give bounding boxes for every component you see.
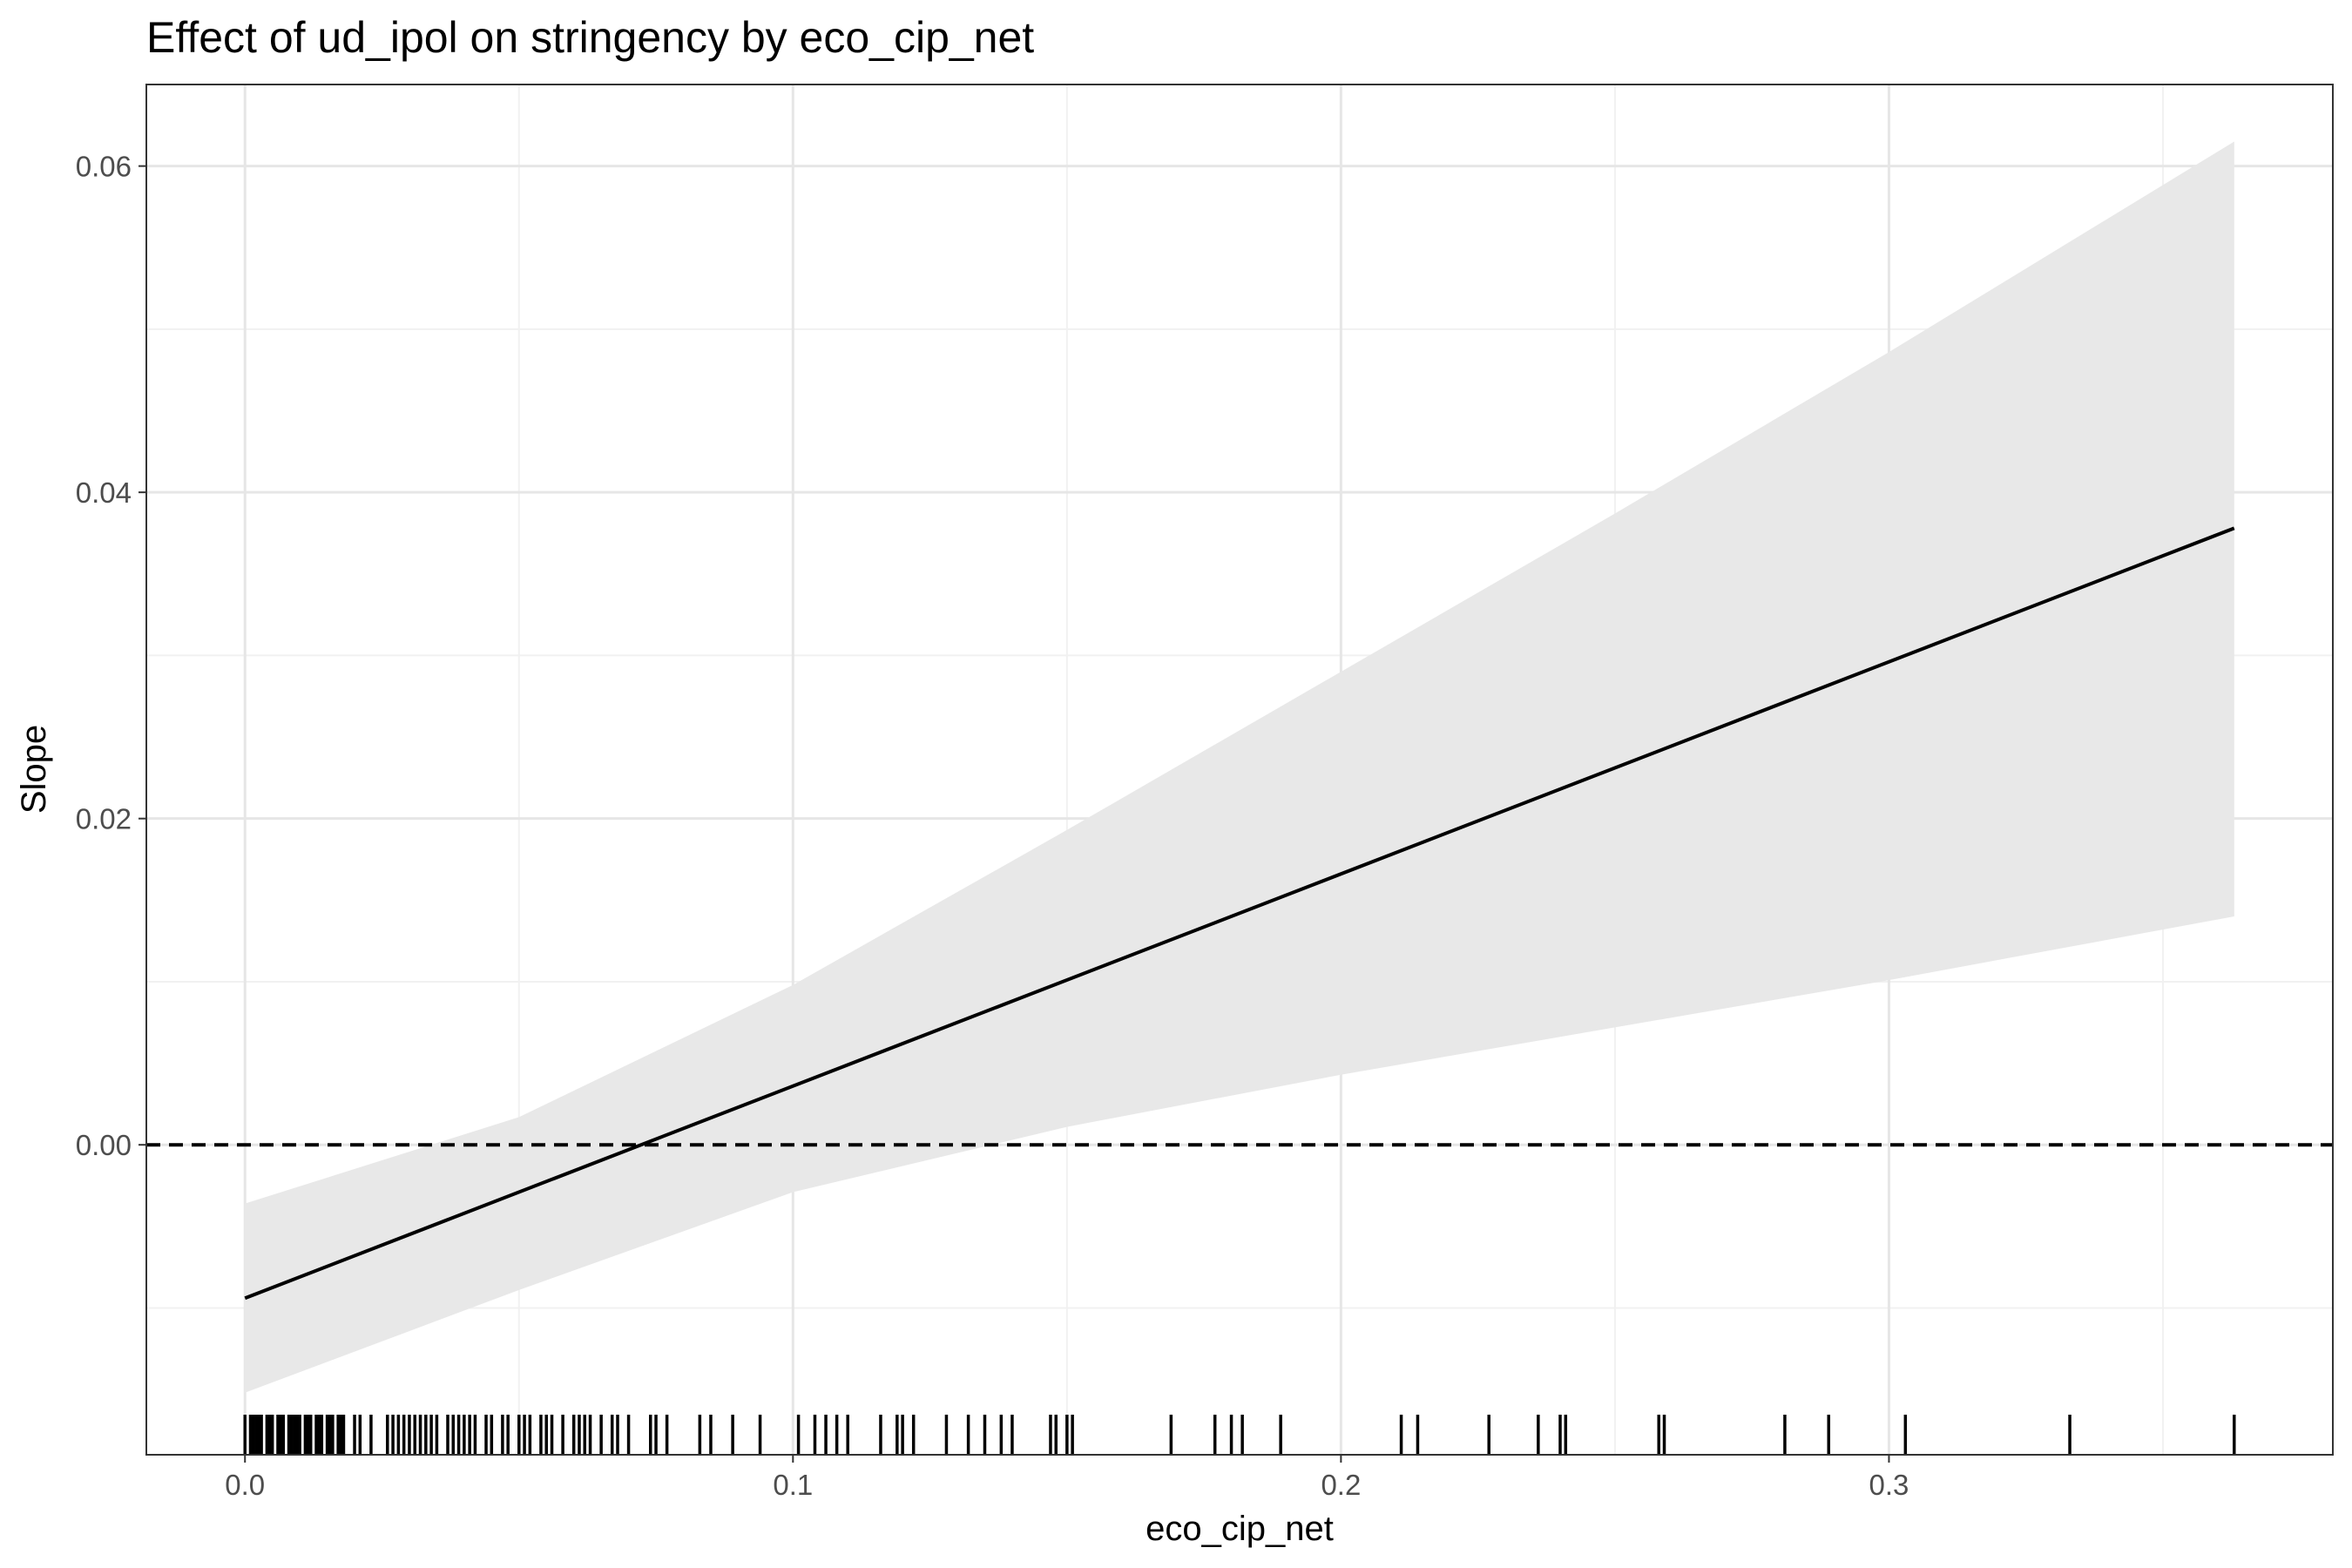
y-axis-ticks: 0.00 0.02 0.04 0.06 — [76, 151, 146, 1161]
y-axis-title: Slope — [15, 725, 53, 814]
x-tick-label: 0.3 — [1869, 1469, 1909, 1501]
chart-title: Effect of ud_ipol on stringency by eco_c… — [146, 13, 1034, 62]
rug-marks — [243, 1415, 2236, 1455]
x-tick-label: 0.0 — [225, 1469, 265, 1501]
x-axis-title: eco_cip_net — [1146, 1510, 1334, 1548]
x-tick-label: 0.1 — [773, 1469, 813, 1501]
x-axis-ticks: 0.0 0.1 0.2 0.3 — [225, 1455, 1909, 1501]
y-tick-label: 0.02 — [76, 803, 132, 835]
y-tick-label: 0.06 — [76, 151, 132, 183]
slope-line — [244, 526, 2235, 1301]
y-tick-label: 0.00 — [76, 1129, 132, 1161]
y-tick-label: 0.04 — [76, 476, 132, 509]
plot-border — [145, 84, 2334, 1456]
x-tick-label: 0.2 — [1321, 1469, 1361, 1501]
confidence-band — [245, 141, 2234, 1393]
